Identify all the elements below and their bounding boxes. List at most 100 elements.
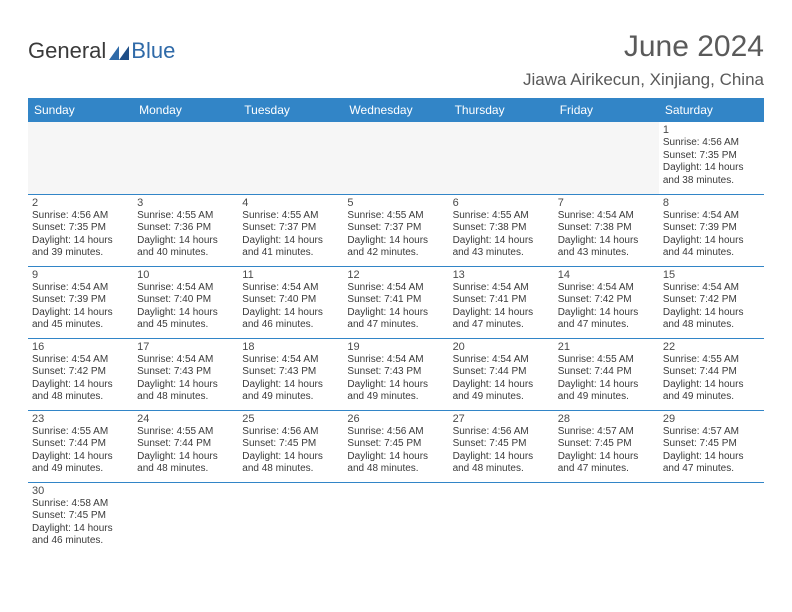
daylight-line-2: and 49 minutes. xyxy=(347,391,444,404)
calendar-cell: 23Sunrise: 4:55 AMSunset: 7:44 PMDayligh… xyxy=(28,410,133,482)
daylight-line-1: Daylight: 14 hours xyxy=(32,451,129,464)
calendar-cell-empty xyxy=(449,122,554,194)
sunset-line: Sunset: 7:45 PM xyxy=(663,438,760,451)
day-number: 24 xyxy=(137,413,234,425)
day-number: 16 xyxy=(32,341,129,353)
sunset-line: Sunset: 7:45 PM xyxy=(32,510,129,523)
day-number: 13 xyxy=(453,269,550,281)
calendar-cell: 9Sunrise: 4:54 AMSunset: 7:39 PMDaylight… xyxy=(28,266,133,338)
sunset-line: Sunset: 7:37 PM xyxy=(242,222,339,235)
calendar-cell-empty xyxy=(554,482,659,554)
sunrise-line: Sunrise: 4:54 AM xyxy=(558,282,655,295)
calendar-cell-empty xyxy=(343,482,448,554)
sunset-line: Sunset: 7:35 PM xyxy=(32,222,129,235)
sunrise-line: Sunrise: 4:57 AM xyxy=(558,426,655,439)
day-number: 27 xyxy=(453,413,550,425)
calendar-cell-empty xyxy=(659,482,764,554)
calendar-cell: 8Sunrise: 4:54 AMSunset: 7:39 PMDaylight… xyxy=(659,194,764,266)
daylight-line-2: and 39 minutes. xyxy=(32,247,129,260)
daylight-line-1: Daylight: 14 hours xyxy=(242,235,339,248)
logo-flag-icon xyxy=(109,46,129,60)
daylight-line-2: and 46 minutes. xyxy=(32,535,129,548)
calendar-cell-empty xyxy=(343,122,448,194)
calendar-cell: 17Sunrise: 4:54 AMSunset: 7:43 PMDayligh… xyxy=(133,338,238,410)
day-number: 15 xyxy=(663,269,760,281)
sunrise-line: Sunrise: 4:54 AM xyxy=(137,282,234,295)
daylight-line-1: Daylight: 14 hours xyxy=(32,307,129,320)
daylight-line-2: and 49 minutes. xyxy=(242,391,339,404)
calendar-cell: 10Sunrise: 4:54 AMSunset: 7:40 PMDayligh… xyxy=(133,266,238,338)
sunset-line: Sunset: 7:44 PM xyxy=(453,366,550,379)
daylight-line-1: Daylight: 14 hours xyxy=(663,162,760,175)
day-number: 12 xyxy=(347,269,444,281)
sunset-line: Sunset: 7:37 PM xyxy=(347,222,444,235)
dayheader-sunday: Sunday xyxy=(28,98,133,122)
sunset-line: Sunset: 7:43 PM xyxy=(242,366,339,379)
sunrise-line: Sunrise: 4:57 AM xyxy=(663,426,760,439)
sunrise-line: Sunrise: 4:54 AM xyxy=(347,354,444,367)
daylight-line-1: Daylight: 14 hours xyxy=(558,307,655,320)
day-number: 3 xyxy=(137,197,234,209)
calendar-cell-empty xyxy=(238,482,343,554)
calendar-row: 23Sunrise: 4:55 AMSunset: 7:44 PMDayligh… xyxy=(28,410,764,482)
sunrise-line: Sunrise: 4:54 AM xyxy=(242,354,339,367)
sunset-line: Sunset: 7:44 PM xyxy=(32,438,129,451)
sunset-line: Sunset: 7:39 PM xyxy=(32,294,129,307)
daylight-line-1: Daylight: 14 hours xyxy=(242,451,339,464)
daylight-line-1: Daylight: 14 hours xyxy=(453,235,550,248)
daylight-line-2: and 48 minutes. xyxy=(242,463,339,476)
calendar-cell: 29Sunrise: 4:57 AMSunset: 7:45 PMDayligh… xyxy=(659,410,764,482)
day-number: 7 xyxy=(558,197,655,209)
sunset-line: Sunset: 7:41 PM xyxy=(347,294,444,307)
daylight-line-2: and 48 minutes. xyxy=(32,391,129,404)
calendar-row: 16Sunrise: 4:54 AMSunset: 7:42 PMDayligh… xyxy=(28,338,764,410)
calendar-cell-empty xyxy=(133,122,238,194)
daylight-line-1: Daylight: 14 hours xyxy=(453,307,550,320)
daylight-line-2: and 49 minutes. xyxy=(558,391,655,404)
sunrise-line: Sunrise: 4:56 AM xyxy=(242,426,339,439)
calendar-cell: 21Sunrise: 4:55 AMSunset: 7:44 PMDayligh… xyxy=(554,338,659,410)
dayheader-friday: Friday xyxy=(554,98,659,122)
dayheader-tuesday: Tuesday xyxy=(238,98,343,122)
calendar-row: 2Sunrise: 4:56 AMSunset: 7:35 PMDaylight… xyxy=(28,194,764,266)
sunrise-line: Sunrise: 4:54 AM xyxy=(558,210,655,223)
day-number: 17 xyxy=(137,341,234,353)
daylight-line-1: Daylight: 14 hours xyxy=(242,307,339,320)
daylight-line-1: Daylight: 14 hours xyxy=(558,451,655,464)
sunrise-line: Sunrise: 4:58 AM xyxy=(32,498,129,511)
sunset-line: Sunset: 7:43 PM xyxy=(137,366,234,379)
sunset-line: Sunset: 7:40 PM xyxy=(242,294,339,307)
daylight-line-1: Daylight: 14 hours xyxy=(137,235,234,248)
daylight-line-1: Daylight: 14 hours xyxy=(663,451,760,464)
sunrise-line: Sunrise: 4:56 AM xyxy=(663,137,760,150)
calendar-row: 9Sunrise: 4:54 AMSunset: 7:39 PMDaylight… xyxy=(28,266,764,338)
calendar-cell: 6Sunrise: 4:55 AMSunset: 7:38 PMDaylight… xyxy=(449,194,554,266)
sunrise-line: Sunrise: 4:54 AM xyxy=(32,354,129,367)
day-number: 25 xyxy=(242,413,339,425)
daylight-line-1: Daylight: 14 hours xyxy=(137,379,234,392)
day-number: 30 xyxy=(32,485,129,497)
daylight-line-2: and 48 minutes. xyxy=(453,463,550,476)
calendar-cell-empty xyxy=(554,122,659,194)
day-number: 28 xyxy=(558,413,655,425)
calendar-cell: 13Sunrise: 4:54 AMSunset: 7:41 PMDayligh… xyxy=(449,266,554,338)
daylight-line-2: and 47 minutes. xyxy=(558,463,655,476)
daylight-line-1: Daylight: 14 hours xyxy=(347,235,444,248)
location: Jiawa Airikecun, Xinjiang, China xyxy=(523,70,764,90)
sunrise-line: Sunrise: 4:54 AM xyxy=(347,282,444,295)
sunrise-line: Sunrise: 4:56 AM xyxy=(32,210,129,223)
daylight-line-2: and 45 minutes. xyxy=(137,319,234,332)
sunrise-line: Sunrise: 4:54 AM xyxy=(32,282,129,295)
sunset-line: Sunset: 7:42 PM xyxy=(558,294,655,307)
day-number: 8 xyxy=(663,197,760,209)
daylight-line-1: Daylight: 14 hours xyxy=(663,235,760,248)
daylight-line-1: Daylight: 14 hours xyxy=(558,379,655,392)
calendar-row: 1Sunrise: 4:56 AMSunset: 7:35 PMDaylight… xyxy=(28,122,764,194)
daylight-line-2: and 46 minutes. xyxy=(242,319,339,332)
daylight-line-2: and 49 minutes. xyxy=(453,391,550,404)
calendar-cell: 14Sunrise: 4:54 AMSunset: 7:42 PMDayligh… xyxy=(554,266,659,338)
calendar-head: SundayMondayTuesdayWednesdayThursdayFrid… xyxy=(28,98,764,122)
day-number: 9 xyxy=(32,269,129,281)
sunrise-line: Sunrise: 4:54 AM xyxy=(663,282,760,295)
sunrise-line: Sunrise: 4:55 AM xyxy=(663,354,760,367)
